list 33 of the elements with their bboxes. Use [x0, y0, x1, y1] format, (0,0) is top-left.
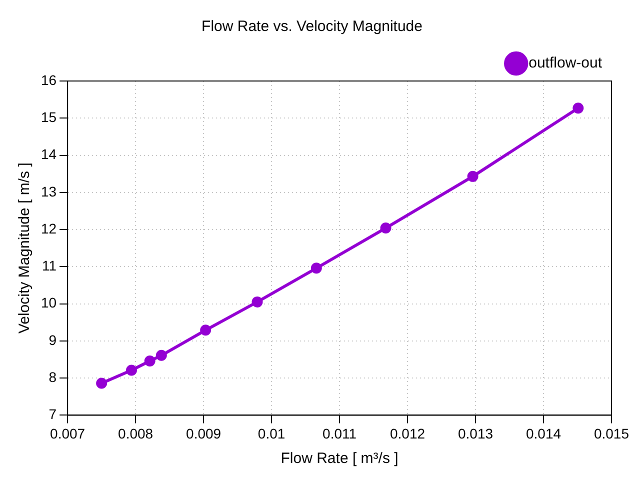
x-axis-title: Flow Rate [ m³/s ] [280, 450, 398, 468]
y-axis-title: Velocity Magnitude [ m/s ] [16, 162, 34, 334]
y-tick-label: 8 [48, 368, 57, 385]
point [156, 350, 167, 361]
y-tick-label: 7 [48, 406, 57, 422]
x-tick-label: 0.007 [50, 425, 86, 442]
legend-label: outflow-out [528, 54, 603, 72]
y-tick-label: 16 [40, 72, 57, 88]
point [252, 296, 263, 308]
x-tick-label: 0.014 [526, 425, 562, 442]
y-tick-label: 9 [48, 332, 57, 348]
y-tick-label: 13 [40, 183, 57, 200]
x-tick-label: 0.008 [118, 425, 154, 442]
y-tick-label: 10 [40, 294, 57, 311]
x-tick-label: 0.013 [458, 425, 494, 442]
point [144, 355, 156, 366]
point [96, 378, 108, 389]
point [467, 170, 478, 182]
point [380, 222, 392, 234]
point [126, 364, 137, 376]
y-tick-label: 12 [40, 220, 57, 236]
point [572, 102, 584, 114]
y-tick-label: 11 [42, 258, 57, 274]
x-tick-label: 0.012 [390, 425, 426, 442]
x-tick-label: 0.015 [594, 425, 630, 442]
x-tick-label: 0.011 [322, 425, 357, 442]
y-tick-label: 14 [40, 146, 57, 162]
x-tick-label: 0.009 [186, 425, 222, 442]
y-tick-label: 15 [40, 108, 57, 125]
x-tick-label: 0.01 [258, 425, 286, 442]
chart-title: Flow Rate vs. Velocity Magnitude [202, 18, 422, 36]
point [310, 262, 322, 274]
point [200, 324, 212, 336]
